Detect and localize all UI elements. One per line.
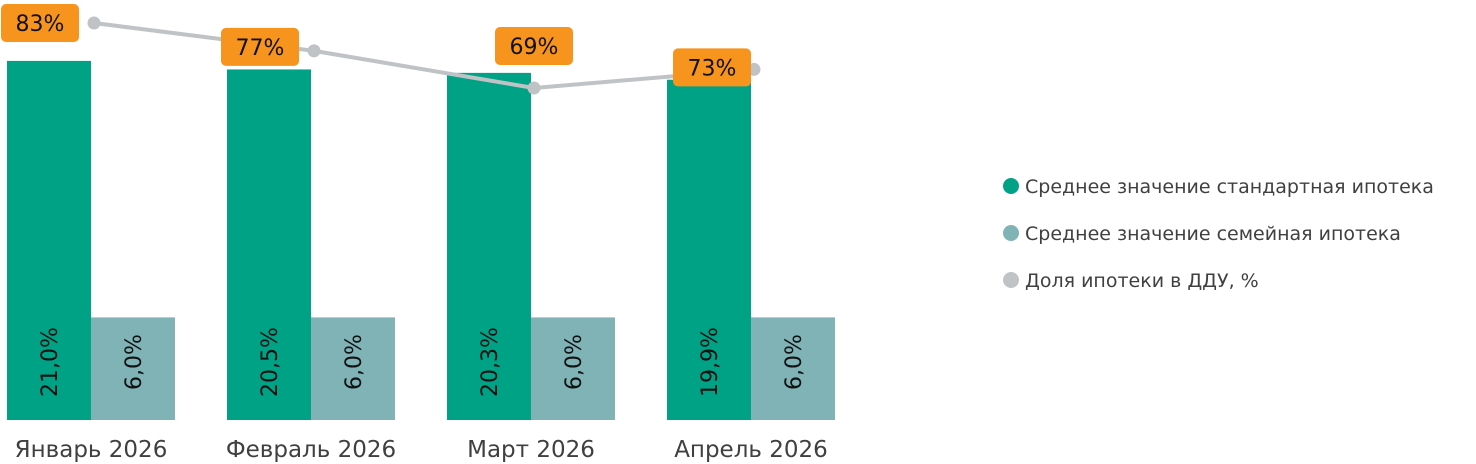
bar-standard-3: [447, 72, 531, 421]
bar-family-label-1: 6,0%: [122, 334, 147, 390]
share-label-box-2: [221, 27, 299, 66]
bar-standard-2: [227, 69, 311, 420]
bar-family-label-4: 6,0%: [782, 334, 807, 390]
bar-family-3: [531, 317, 615, 420]
legend-label-2: Среднее значение семейная ипотека: [1025, 223, 1401, 245]
share-point-2: [307, 44, 321, 58]
category-label-3: Март 2026: [467, 437, 595, 463]
legend-label-3: Доля ипотеки в ДДУ, %: [1025, 270, 1259, 292]
bar-standard-label-4: 19,9%: [698, 327, 723, 397]
share-line: [93, 21, 755, 90]
share-label-1: 83%: [16, 12, 65, 37]
legend-marker-3: [1003, 272, 1019, 288]
legend: Среднее значение стандартная ипотека Сред…: [1003, 176, 1434, 292]
bars-layer: 21,0% 6,0% 20,5% 6,0% 20,3% 6,0% 19,9% 6,0%: [7, 60, 835, 421]
legend-marker-1: [1003, 178, 1019, 194]
bar-family-2: [311, 317, 395, 420]
bar-standard-1: [7, 60, 91, 421]
share-line-layer: 83% 77% 69% 73%: [1, 4, 761, 95]
share-label-3: 69%: [510, 35, 559, 60]
share-label-box-4: [673, 48, 751, 87]
bar-family-4: [751, 317, 835, 420]
bar-family-label-2: 6,0%: [342, 334, 367, 390]
legend-marker-2: [1003, 225, 1019, 241]
share-point-1: [87, 16, 101, 30]
share-point-3: [527, 81, 541, 95]
share-label-4: 73%: [688, 56, 737, 81]
bar-family-1: [91, 317, 175, 420]
share-label-box-1: [1, 4, 79, 42]
category-labels: Январь 2026 Февраль 2026 Март 2026 Апрель 2…: [15, 437, 828, 463]
share-label-box-3: [495, 27, 573, 65]
bar-standard-label-1: 21,0%: [38, 327, 63, 397]
share-label-2: 77%: [236, 36, 285, 61]
category-label-2: Февраль 2026: [226, 437, 396, 463]
category-label-1: Январь 2026: [15, 437, 168, 463]
category-label-4: Апрель 2026: [674, 437, 828, 463]
bar-standard-4: [667, 79, 751, 421]
legend-label-1: Среднее значение стандартная ипотека: [1025, 176, 1434, 198]
bar-family-label-3: 6,0%: [562, 334, 587, 390]
bar-standard-label-3: 20,3%: [478, 327, 503, 397]
bar-standard-label-2: 20,5%: [258, 327, 283, 397]
